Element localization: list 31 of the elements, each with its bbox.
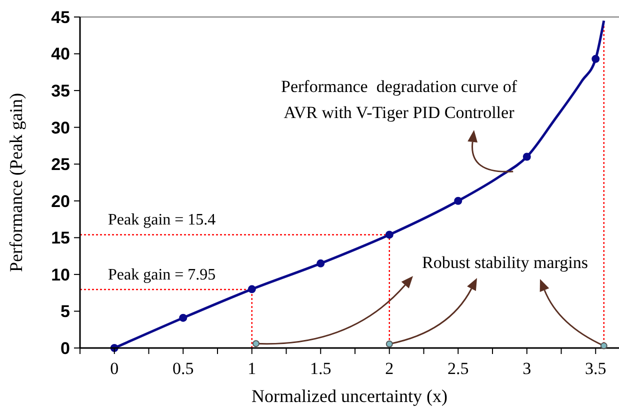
- y-tick-label: 40: [51, 44, 70, 64]
- x-tick-label: 0.5: [172, 359, 194, 378]
- y-tick-label: 30: [51, 118, 70, 138]
- y-axis-title: Performance (Peak gain): [6, 93, 26, 272]
- y-tick-label: 0: [60, 338, 70, 358]
- annotation: Performance degradation curve of AVR with V-Tiger PID Controller: [281, 77, 518, 122]
- x-tick-label: 2: [385, 359, 394, 378]
- point: [592, 54, 600, 63]
- point: [385, 230, 394, 239]
- y-tick-label: 15: [51, 228, 70, 248]
- annotation: Robust stability margins: [422, 253, 588, 272]
- ref-line-label: Peak gain = 7.95: [108, 266, 216, 284]
- point: [248, 285, 256, 294]
- point: [179, 314, 188, 322]
- x-tick-label: 3.5: [585, 359, 606, 378]
- y-tick-label: 10: [51, 265, 70, 284]
- x-tick-label: 0: [110, 359, 119, 378]
- y-tick-label: 45: [51, 8, 70, 27]
- point: [316, 259, 325, 268]
- y-tick-label: 35: [51, 82, 70, 101]
- x-tick-label: 1: [248, 359, 256, 378]
- ref-line-label: Peak gain = 15.4: [108, 212, 216, 229]
- y-tick-label: 25: [51, 155, 70, 174]
- y-tick-label: 20: [51, 192, 70, 211]
- x-tick-label: 3: [522, 359, 532, 378]
- y-tick-label: 5: [60, 302, 70, 322]
- x-tick-label: 1.5: [310, 359, 332, 378]
- x-tick-label: 2.5: [448, 359, 469, 378]
- point: [522, 152, 531, 161]
- x-axis-title: Normalized uncertainty (x): [252, 386, 448, 406]
- point: [454, 196, 462, 205]
